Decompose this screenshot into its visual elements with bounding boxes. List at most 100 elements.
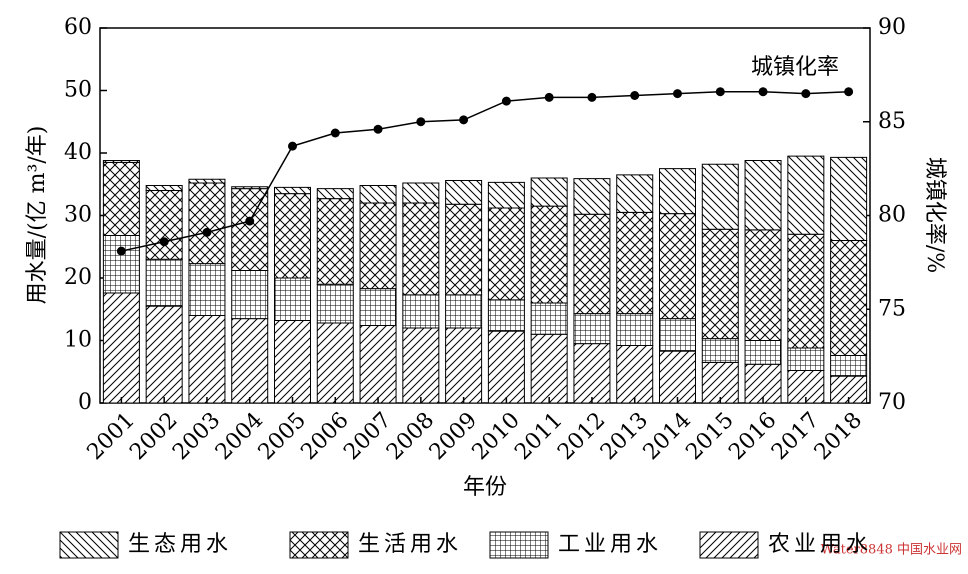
bar-segment xyxy=(659,350,696,404)
bar-segment xyxy=(701,338,739,363)
bar-segment xyxy=(487,207,525,301)
bar-segment xyxy=(145,305,183,404)
bar-segment xyxy=(701,228,739,340)
bar-segment xyxy=(787,155,825,235)
bar-segment xyxy=(530,302,568,335)
y2-axis-label: 城镇化率/% xyxy=(922,157,947,273)
bar-segment xyxy=(231,270,269,320)
bar-segment xyxy=(316,283,354,324)
bar-segment xyxy=(573,178,611,215)
y-tick-label: 30 xyxy=(64,203,92,228)
line-point xyxy=(330,128,340,138)
bar-segment xyxy=(701,361,739,404)
line-point xyxy=(544,92,554,102)
bar-segment xyxy=(487,181,525,209)
line xyxy=(121,91,849,252)
x-tick-label: 2018 xyxy=(810,408,867,465)
line-point xyxy=(416,117,426,127)
line-point xyxy=(116,246,126,256)
x-tick-label: 2012 xyxy=(553,408,610,465)
x-tick-label: 2006 xyxy=(296,408,353,465)
line-point xyxy=(373,124,383,134)
x-tick-label: 2004 xyxy=(211,408,268,465)
x-tick-label: 2001 xyxy=(83,408,140,465)
bar-segment xyxy=(316,188,354,200)
x-tick-label: 2014 xyxy=(639,408,696,465)
bar-segment xyxy=(616,211,654,315)
bar-segment xyxy=(744,160,782,231)
bar-segment xyxy=(102,160,140,163)
bar-segment xyxy=(616,174,654,213)
bar-segment xyxy=(188,178,226,184)
y-tick-label: 10 xyxy=(64,328,92,353)
y-tick-label: 0 xyxy=(78,390,92,415)
bar-segment xyxy=(445,327,483,404)
x-tick-label: 2010 xyxy=(468,408,525,465)
y-axis-label: 用水量/(亿 m³/年) xyxy=(25,126,50,305)
x-tick-label: 2005 xyxy=(254,408,311,465)
bar-segment xyxy=(744,340,782,365)
bar-segment xyxy=(102,161,140,236)
bar-segment xyxy=(659,168,696,215)
bar-segment xyxy=(402,202,440,296)
y2-tick-label: 85 xyxy=(878,109,906,134)
bar-segment xyxy=(573,213,611,315)
line-point xyxy=(501,96,511,106)
bar-segment xyxy=(231,186,269,190)
bar-segment xyxy=(188,263,226,316)
x-tick-label: 2011 xyxy=(510,408,567,465)
bar-segment xyxy=(616,313,654,346)
line-point xyxy=(801,89,811,99)
bar-segment xyxy=(787,347,825,371)
bar-segment xyxy=(744,363,782,404)
watermark: Water8848 中国水业网 xyxy=(821,543,962,558)
line-point xyxy=(758,87,768,97)
line-point xyxy=(630,91,640,100)
x-tick-label: 2016 xyxy=(724,408,781,465)
y2-tick-label: 70 xyxy=(878,390,906,415)
y-tick-label: 20 xyxy=(64,265,92,290)
x-tick-label: 2009 xyxy=(425,408,482,465)
bar-segment xyxy=(102,292,140,404)
bar-segment xyxy=(830,156,868,241)
bar-segment xyxy=(102,235,140,294)
bar-segment xyxy=(188,315,226,404)
line-point xyxy=(202,227,212,237)
bar-segment xyxy=(445,203,483,296)
line-point xyxy=(715,87,725,97)
bar-segment xyxy=(659,318,696,352)
x-tick-label: 2007 xyxy=(339,408,396,465)
bar-segment xyxy=(402,182,440,204)
legend-swatch xyxy=(59,531,119,559)
bar-segment xyxy=(274,186,311,195)
y2-tick-label: 80 xyxy=(878,203,906,228)
bar-segment xyxy=(316,198,354,285)
legend-swatch xyxy=(489,531,549,559)
bar-segment xyxy=(274,193,311,279)
bar-segment xyxy=(145,190,183,260)
y-tick-label: 60 xyxy=(64,15,92,40)
x-tick-label: 2008 xyxy=(382,408,439,465)
bar-segment xyxy=(830,240,868,356)
bar-segment xyxy=(231,318,269,404)
bar-segment xyxy=(145,258,183,307)
bar-segment xyxy=(274,320,311,404)
bar-segment xyxy=(188,182,226,265)
legend-label: 生活用水 xyxy=(358,532,462,557)
y-tick-label: 50 xyxy=(64,78,92,103)
x-tick-label: 2003 xyxy=(168,408,225,465)
bar-segment xyxy=(359,202,397,290)
line-point xyxy=(159,237,169,247)
bar-segment xyxy=(445,180,483,205)
line-annotation: 城镇化率 xyxy=(751,55,839,80)
bar-segment xyxy=(274,277,311,321)
bar-segment xyxy=(445,294,483,329)
x-tick-label: 2002 xyxy=(125,408,182,465)
legend-label: 生态用水 xyxy=(128,532,232,557)
x-tick-label: 2013 xyxy=(596,408,653,465)
bar-segment xyxy=(359,325,397,404)
legend-swatch xyxy=(699,531,759,559)
y2-tick-label: 90 xyxy=(878,15,906,40)
